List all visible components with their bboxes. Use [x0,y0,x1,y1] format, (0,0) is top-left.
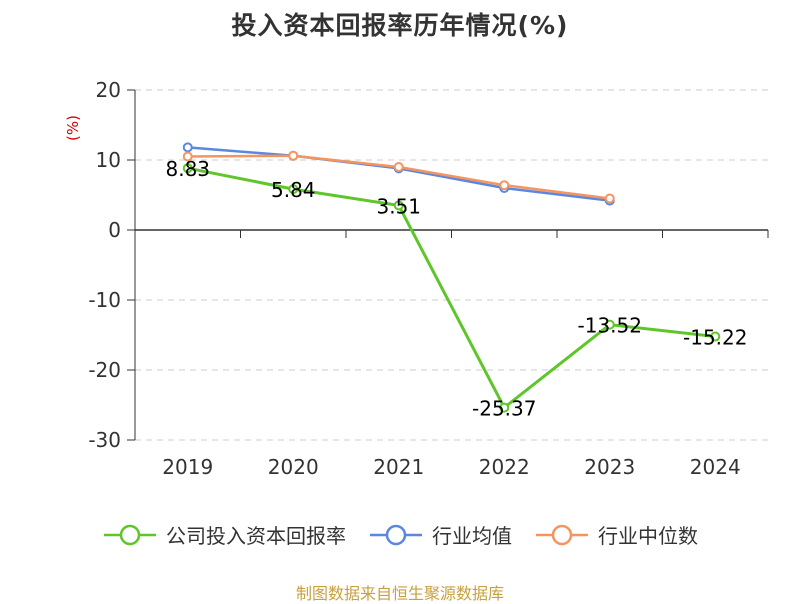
data-label: 8.83 [165,157,210,181]
y-tick-label: -10 [88,288,121,312]
data-label: 3.51 [376,194,421,218]
y-tick-label: 20 [96,78,121,102]
data-label: -25.37 [472,397,536,421]
data-point [710,331,721,342]
chart-title: 投入资本回报率历年情况(%) [231,11,569,40]
grid-layer [135,89,768,441]
series-line [187,166,716,410]
legend: 公司投入资本回报率 行业均值 行业中位数 [0,520,800,549]
data-label: -13.52 [578,314,642,338]
data-point [393,200,404,211]
legend-label: 公司投入资本回报率 [166,524,346,548]
data-point [288,150,299,161]
x-tick-label: 2021 [373,455,424,479]
x-tick-label: 2024 [690,455,741,479]
source-note: 制图数据来自恒生聚源数据库 [295,584,504,603]
legend-item[interactable]: 公司投入资本回报率 [102,520,346,549]
series-layer [182,142,721,413]
legend-label: 行业均值 [432,524,512,548]
y-tick-label: 0 [108,218,121,242]
label-layer: 8.83 5.84 3.51 -25.37 -13.52 -15.22 [165,157,747,420]
data-point [604,319,615,330]
data-label: -15.22 [683,326,747,350]
x-tick-label: 2022 [479,455,530,479]
x-tick-label: 2023 [584,455,635,479]
legend-marker-icon [536,524,588,545]
legend-marker-icon [370,524,422,545]
data-point [499,180,510,191]
data-point [499,402,510,413]
legend-item[interactable]: 行业均值 [368,520,512,549]
data-point [182,151,193,162]
y-tick-label: -30 [88,428,121,452]
y-unit-label: (%) [64,115,82,141]
x-tick-label: 2019 [162,455,213,479]
data-point [182,142,193,153]
legend-item[interactable]: 行业中位数 [534,520,698,549]
data-label: 5.84 [271,178,316,202]
legend-marker-icon [104,524,156,545]
data-point [393,162,404,172]
y-tick-label: -20 [88,358,121,382]
legend-label: 行业中位数 [598,524,698,548]
data-point [288,184,299,195]
x-tick-label: 2020 [268,455,319,479]
axis-layer: 20 10 0 -10 -20 -30 (%) 2019 2020 2021 2022 2023 202… [64,78,769,479]
data-point [182,163,193,174]
y-tick-label: 10 [96,148,121,172]
data-point [604,193,615,204]
